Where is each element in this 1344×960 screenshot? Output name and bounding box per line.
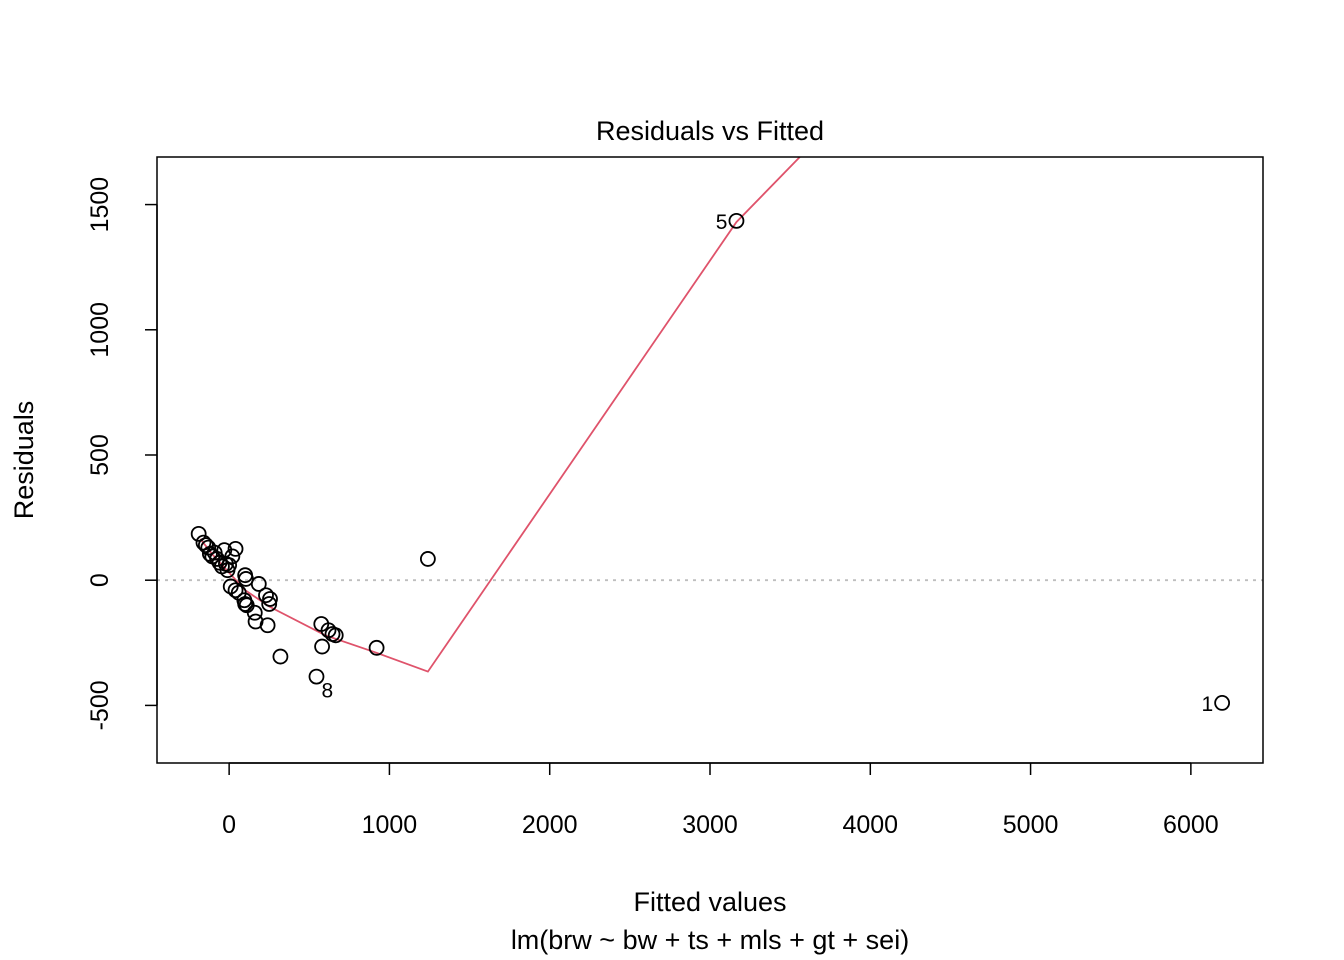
y-axis: -500 0 500 1000 1500: [86, 177, 158, 730]
y-tick-label: 1500: [86, 177, 114, 233]
x-axis: 0 1000 2000 3000 4000 5000 6000: [222, 762, 1219, 839]
y-tick-label: -500: [86, 680, 114, 730]
model-formula-subtitle: lm(brw ~ bw + ts + mls + gt + sei): [511, 925, 909, 955]
x-tick-label: 5000: [1003, 811, 1059, 839]
data-point-17: [258, 587, 274, 604]
data-point-3: [419, 551, 436, 567]
x-tick-label: 1000: [362, 811, 418, 839]
chart-title: Residuals vs Fitted: [596, 116, 824, 146]
data-point-27: [227, 540, 244, 557]
x-tick-label: 0: [222, 811, 236, 839]
point-label-8: 8: [321, 680, 333, 703]
data-point-6: [314, 638, 330, 655]
data-point-1: [1214, 695, 1231, 711]
data-point-4: [368, 639, 385, 656]
data-point-26: [238, 571, 254, 587]
data-point-15: [261, 596, 278, 612]
data-point-21: [238, 597, 255, 614]
data-point-13: [247, 613, 264, 630]
data-point-42: [190, 525, 207, 542]
data-point-18: [250, 576, 267, 592]
data-point-39: [200, 539, 217, 556]
y-tick-label: 1000: [86, 302, 114, 358]
data-point-40: [197, 537, 214, 554]
data-point-11: [272, 648, 289, 665]
y-tick-label: 0: [86, 573, 114, 587]
residual-points: [190, 212, 1231, 711]
data-point-10: [327, 627, 344, 644]
data-point-14: [246, 604, 263, 621]
plot-area: 1 5 8: [157, 157, 1263, 716]
data-point-24: [222, 578, 239, 595]
x-tick-label: 4000: [842, 811, 898, 839]
y-axis-label: Residuals: [9, 401, 39, 520]
x-tick-label: 6000: [1163, 811, 1219, 839]
data-point-23: [227, 582, 244, 599]
smooth-trend-line: [199, 157, 801, 673]
data-point-41: [195, 534, 212, 551]
x-axis-label: Fitted values: [633, 887, 786, 917]
point-label-1: 1: [1201, 693, 1213, 716]
x-tick-label: 2000: [522, 811, 578, 839]
data-point-5: [308, 668, 325, 685]
x-tick-label: 3000: [682, 811, 738, 839]
data-point-2: [728, 212, 745, 229]
point-labels: 1 5 8: [321, 211, 1213, 716]
point-label-5: 5: [716, 211, 728, 234]
y-tick-label: 500: [86, 434, 114, 476]
data-point-16: [262, 591, 278, 607]
